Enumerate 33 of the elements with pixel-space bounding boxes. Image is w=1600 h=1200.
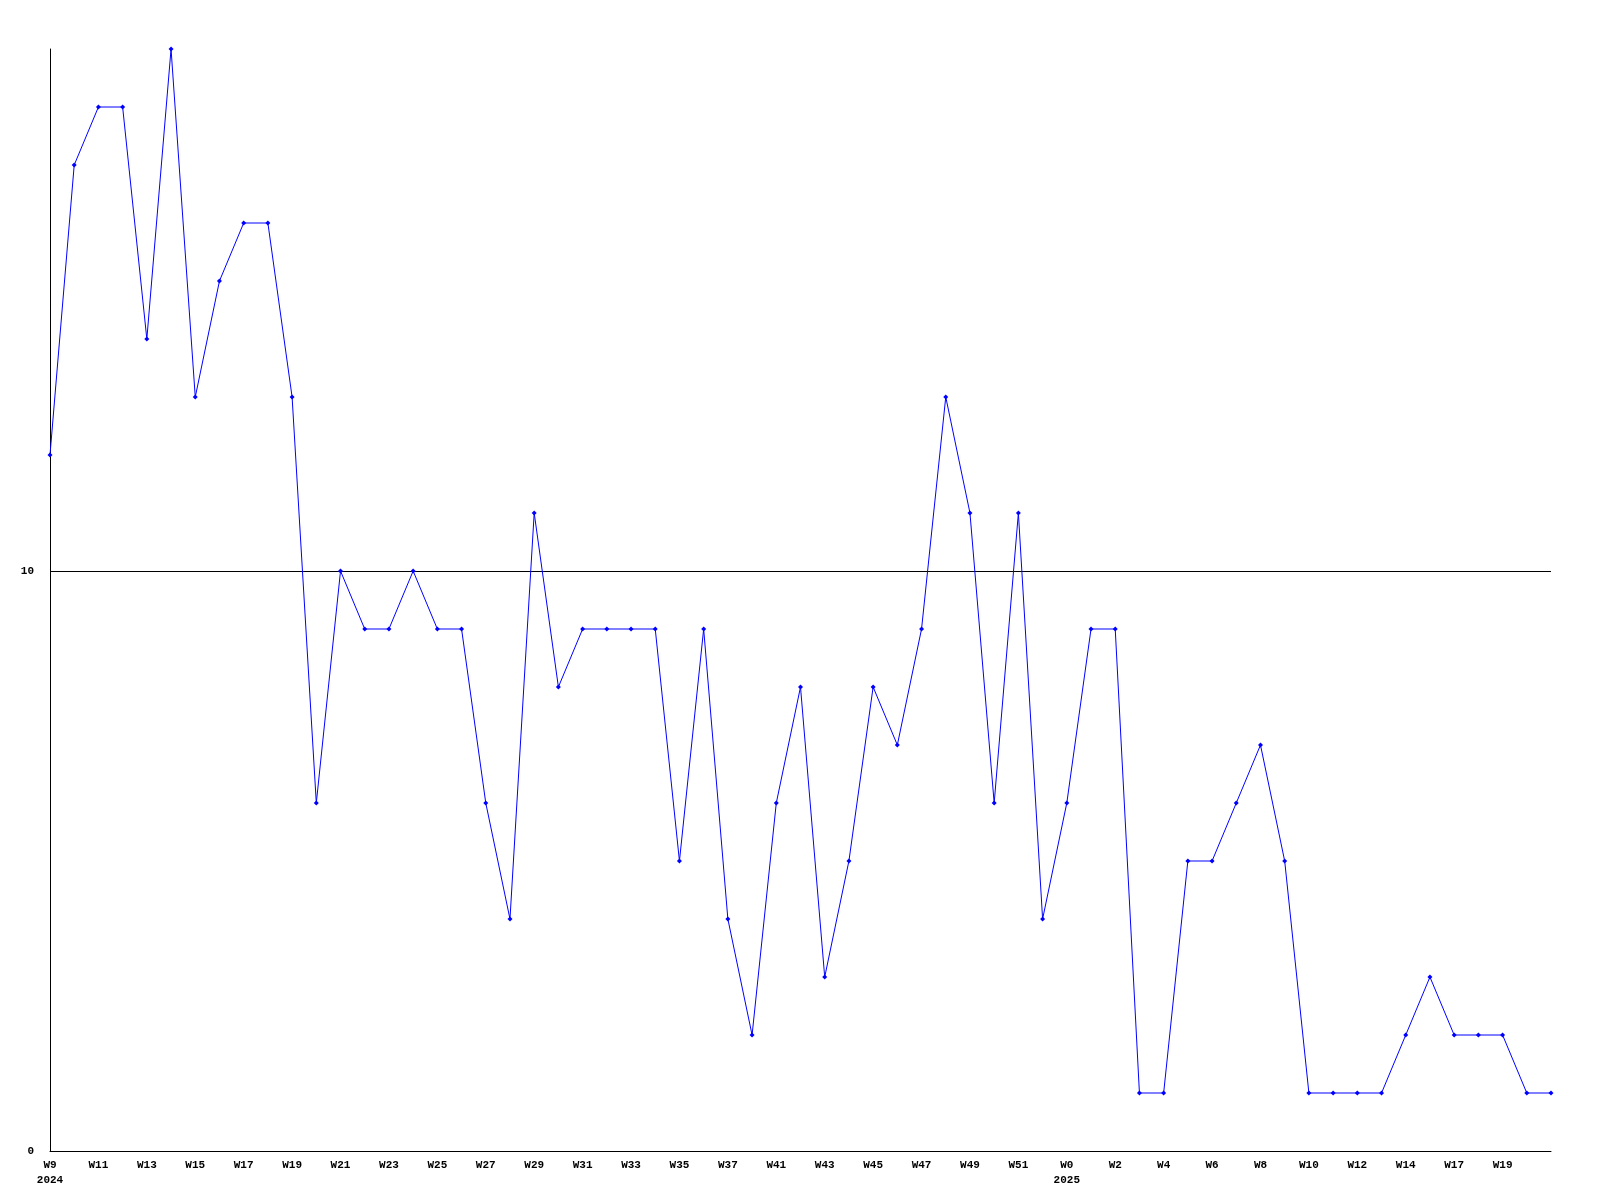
- x-tick-label: W2: [1108, 1158, 1122, 1171]
- x-tick-label: W13: [136, 1158, 158, 1171]
- x-tick-label: W33: [621, 1158, 642, 1171]
- x-tick-label: W6: [1205, 1158, 1219, 1171]
- x-tick-label: W0 2025: [1053, 1158, 1081, 1186]
- x-tick-label: W17: [233, 1158, 254, 1171]
- x-tick-label: W51: [1008, 1158, 1029, 1171]
- x-tick-label: W41: [766, 1158, 787, 1171]
- x-tick-label: W12: [1347, 1158, 1368, 1171]
- x-tick-label: W43: [814, 1158, 836, 1171]
- x-tick-label: W17: [1444, 1158, 1465, 1171]
- x-tick-label: W27: [475, 1158, 496, 1171]
- x-tick-label: W19: [282, 1158, 302, 1171]
- x-tick-label: W49: [960, 1158, 980, 1171]
- y-tick-label: 0: [27, 1145, 34, 1157]
- x-tick-label: W10: [1299, 1158, 1319, 1171]
- x-tick-label: W29: [524, 1158, 545, 1171]
- x-tick-label: W23: [379, 1158, 400, 1171]
- x-tick-label: W4: [1157, 1158, 1171, 1171]
- x-tick-label: W35: [669, 1158, 690, 1171]
- x-tick-label: W8: [1253, 1158, 1268, 1171]
- x-tick-label: W45: [863, 1158, 884, 1171]
- x-tick-label: W21: [330, 1158, 351, 1171]
- x-tick-label: W11: [88, 1158, 109, 1171]
- x-tick-label: W19: [1492, 1158, 1513, 1171]
- x-tick-label: W25: [427, 1158, 448, 1171]
- x-tick-label: W37: [717, 1158, 738, 1171]
- y-tick-label: 10: [20, 565, 34, 577]
- x-tick-label: W9 2024: [36, 1158, 64, 1186]
- x-tick-label: W14: [1395, 1158, 1417, 1171]
- x-tick-label: W47: [911, 1158, 932, 1171]
- x-tick-label: W15: [185, 1158, 206, 1171]
- x-tick-label: W31: [572, 1158, 593, 1171]
